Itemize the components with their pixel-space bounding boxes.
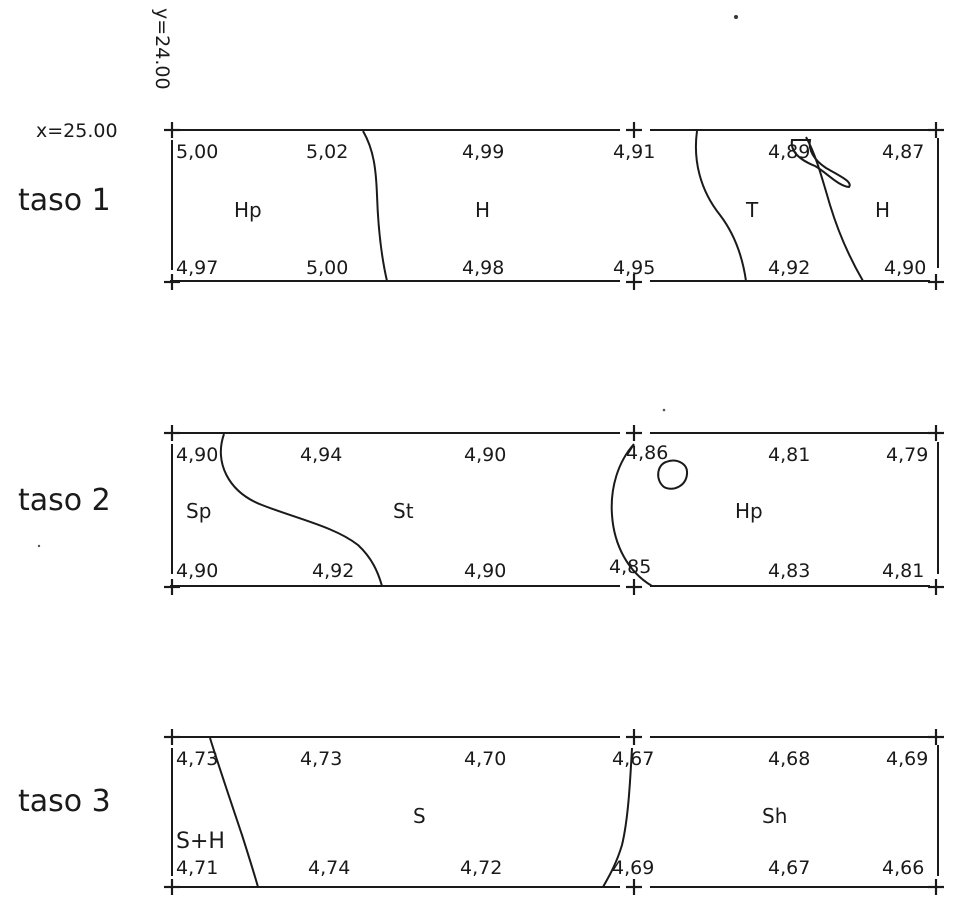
survey-marker — [164, 425, 180, 441]
elevation-value: 4,91 — [613, 141, 655, 163]
elevation-value: 5,02 — [306, 141, 348, 163]
survey-marker — [928, 729, 944, 745]
elevation-value: 4,70 — [464, 748, 506, 770]
survey-marker — [928, 425, 944, 441]
layer-3-soil-boundary — [602, 747, 633, 888]
elevation-value: 4,69 — [886, 748, 928, 770]
soil-type-label: S — [413, 804, 426, 828]
survey-marker — [164, 579, 180, 595]
layer-2-organic-inclusion — [657, 459, 689, 490]
elevation-value: 4,67 — [612, 748, 654, 770]
elevation-value: 4,72 — [460, 857, 502, 879]
survey-marker — [164, 122, 180, 138]
survey-marker — [626, 579, 642, 595]
soil-type-label: H — [875, 198, 890, 222]
survey-marker — [626, 274, 642, 290]
layer-3-label: taso 3 — [18, 784, 111, 819]
elevation-value: 4,73 — [300, 748, 342, 770]
elevation-value: 4,85 — [609, 556, 651, 578]
soil-type-label: H — [475, 198, 490, 222]
elevation-value: 4,79 — [886, 444, 928, 466]
survey-marker — [928, 122, 944, 138]
soil-type-label: Sp — [186, 499, 211, 523]
elevation-value: 4,94 — [300, 444, 342, 466]
elevation-value: 5,00 — [176, 141, 218, 163]
scan-speck — [662, 408, 666, 412]
elevation-value: 4,89 — [768, 141, 810, 163]
elevation-value: 4,95 — [613, 257, 655, 279]
soil-type-label: T — [745, 198, 759, 222]
elevation-value: 4,90 — [176, 444, 218, 466]
survey-marker — [928, 579, 944, 595]
layer-2-soil-boundary — [219, 433, 383, 587]
elevation-value: 4,90 — [464, 560, 506, 582]
elevation-value: 4,69 — [612, 857, 654, 879]
layer-2-soil-boundary — [610, 443, 653, 587]
layer-1-label: taso 1 — [18, 183, 111, 218]
survey-marker — [626, 879, 642, 895]
soil-type-label: St — [393, 499, 414, 523]
layer-2-section: taso 2 4,90 4,94 4,90 4,86 4,81 4,79 4,9… — [18, 425, 944, 595]
elevation-value: 4,71 — [176, 857, 218, 879]
soil-type-label: S+H — [176, 829, 225, 854]
scan-speck — [37, 544, 41, 548]
survey-marker — [164, 274, 180, 290]
elevation-value: 4,92 — [768, 257, 810, 279]
layer-3-section: taso 3 4,73 4,73 4,70 4,67 4,68 4,69 4,7… — [18, 729, 944, 895]
survey-marker — [928, 879, 944, 895]
layer-1-soil-boundary — [694, 130, 747, 282]
elevation-value: 4,81 — [882, 560, 924, 582]
y-coordinate-label: y=24.00 — [151, 8, 173, 90]
elevation-value: 4,92 — [312, 560, 354, 582]
layer-2-label: taso 2 — [18, 483, 111, 518]
elevation-value: 4,98 — [462, 257, 504, 279]
elevation-value: 4,81 — [768, 444, 810, 466]
layer-3-soil-boundary — [209, 737, 259, 888]
soil-type-label: Hp — [735, 499, 763, 523]
elevation-value: 4,74 — [308, 857, 350, 879]
survey-marker — [928, 274, 944, 290]
elevation-value: 4,73 — [176, 748, 218, 770]
elevation-value: 4,90 — [176, 560, 218, 582]
survey-marker — [626, 122, 642, 138]
layer-1-organic-inclusion — [790, 139, 851, 189]
elevation-value: 4,87 — [882, 141, 924, 163]
elevation-value: 4,67 — [768, 857, 810, 879]
elevation-value: 4,66 — [882, 857, 924, 879]
soil-type-label: Hp — [234, 198, 262, 222]
elevation-value: 4,97 — [176, 257, 218, 279]
elevation-value: 5,00 — [306, 257, 348, 279]
scan-speck — [734, 15, 738, 19]
x-coordinate-label: x=25.00 — [36, 120, 118, 142]
survey-marker — [164, 729, 180, 745]
layer-1-section: taso 1 5,00 5,02 4,99 4,91 4,89 4,87 4,9… — [18, 122, 944, 290]
elevation-value: 4,90 — [464, 444, 506, 466]
survey-marker — [164, 879, 180, 895]
layer-1-soil-boundary — [362, 130, 388, 282]
elevation-value: 4,90 — [884, 257, 926, 279]
elevation-value: 4,99 — [462, 141, 504, 163]
elevation-value: 4,86 — [626, 442, 668, 464]
soil-type-label: Sh — [762, 804, 787, 828]
survey-marker — [626, 729, 642, 745]
survey-marker — [626, 425, 642, 441]
layer-1-soil-boundary — [805, 136, 864, 282]
elevation-value: 4,83 — [768, 560, 810, 582]
elevation-value: 4,68 — [768, 748, 810, 770]
